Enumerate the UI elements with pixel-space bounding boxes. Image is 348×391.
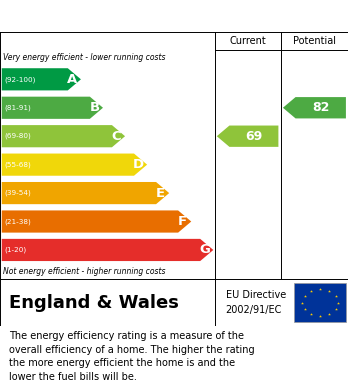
Text: (1-20): (1-20)	[5, 247, 27, 253]
Text: F: F	[178, 215, 187, 228]
Polygon shape	[2, 239, 213, 261]
Text: Current: Current	[230, 36, 267, 46]
Text: Very energy efficient - lower running costs: Very energy efficient - lower running co…	[3, 53, 165, 62]
Text: B: B	[89, 101, 100, 114]
Polygon shape	[283, 97, 346, 118]
Text: The energy efficiency rating is a measure of the
overall efficiency of a home. T: The energy efficiency rating is a measur…	[9, 331, 254, 382]
Text: 82: 82	[312, 101, 330, 114]
FancyBboxPatch shape	[294, 283, 346, 322]
Text: (81-91): (81-91)	[5, 104, 31, 111]
Text: (39-54): (39-54)	[5, 190, 31, 196]
Text: C: C	[112, 130, 121, 143]
Polygon shape	[2, 68, 81, 90]
Text: (69-80): (69-80)	[5, 133, 31, 140]
Polygon shape	[2, 125, 125, 147]
Text: D: D	[133, 158, 144, 171]
Text: Energy Efficiency Rating: Energy Efficiency Rating	[9, 9, 230, 23]
Polygon shape	[2, 154, 147, 176]
Polygon shape	[2, 182, 169, 204]
Text: (21-38): (21-38)	[5, 218, 31, 225]
Text: 2002/91/EC: 2002/91/EC	[226, 305, 282, 316]
Text: E: E	[156, 187, 165, 199]
Text: (92-100): (92-100)	[5, 76, 36, 83]
Text: Not energy efficient - higher running costs: Not energy efficient - higher running co…	[3, 267, 165, 276]
Text: Potential: Potential	[293, 36, 336, 46]
Polygon shape	[2, 210, 191, 233]
Text: A: A	[67, 73, 78, 86]
Polygon shape	[217, 126, 278, 147]
Polygon shape	[2, 97, 103, 119]
Text: England & Wales: England & Wales	[9, 294, 179, 312]
Text: G: G	[199, 244, 210, 256]
Text: 69: 69	[245, 130, 262, 143]
Text: (55-68): (55-68)	[5, 161, 31, 168]
Text: EU Directive: EU Directive	[226, 291, 286, 300]
